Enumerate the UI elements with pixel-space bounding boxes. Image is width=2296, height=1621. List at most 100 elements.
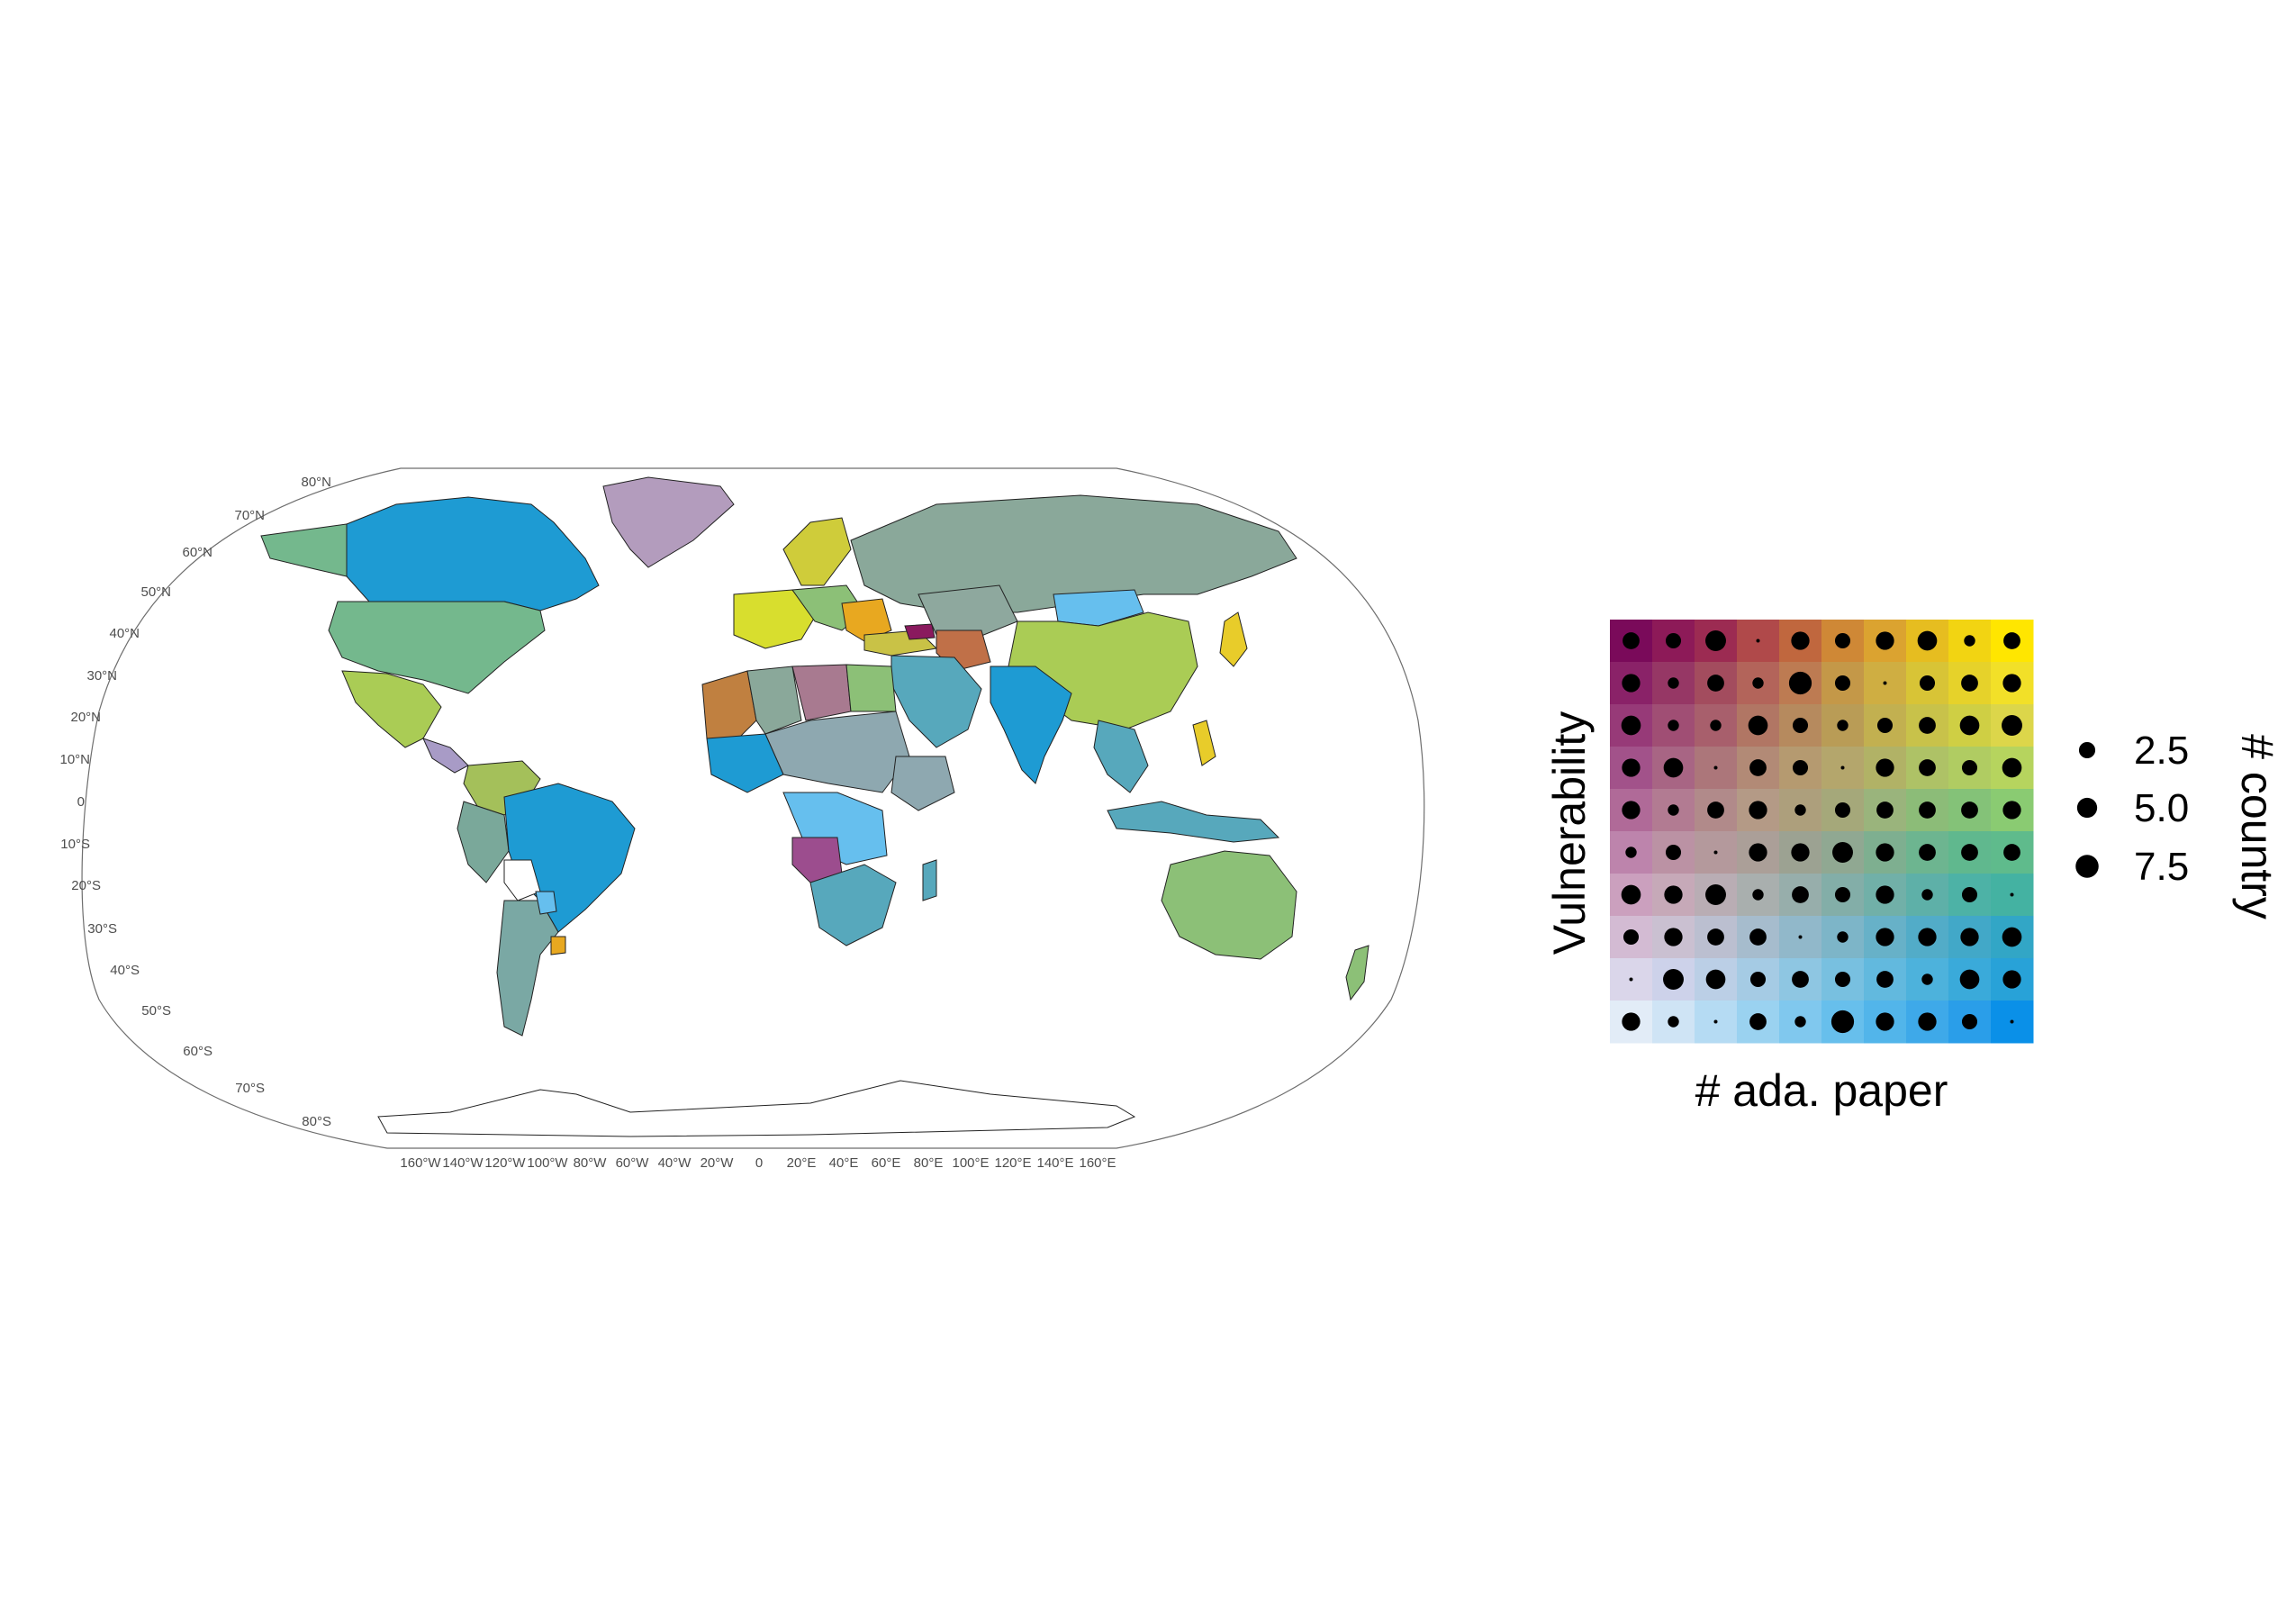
legend-dot: [1876, 801, 1894, 819]
legend-dot: [1794, 804, 1806, 816]
legend-dot: [1919, 675, 1936, 692]
latitude-label: 20°S: [71, 878, 101, 893]
legend-dot: [1794, 1016, 1806, 1028]
longitude-label: 60°W: [616, 1155, 650, 1171]
country-peru: [456, 801, 510, 883]
legend-dot: [1917, 630, 1938, 651]
legend-dot: [1668, 1016, 1679, 1028]
legend-dot: [1621, 715, 1641, 736]
longitude-label: 120°E: [994, 1155, 1031, 1171]
legend-dot: [1791, 631, 1810, 650]
legend-dot: [1832, 842, 1853, 863]
latitude-label: 80°N: [301, 475, 331, 490]
legend-dot: [1663, 969, 1684, 990]
longitude-label: 20°W: [701, 1155, 735, 1171]
legend-dot: [1665, 844, 1682, 861]
latitude-label: 60°N: [182, 545, 212, 560]
longitude-label: 100°E: [952, 1155, 989, 1171]
antarctica-outline: [377, 1080, 1136, 1137]
country-indonesia: [1107, 801, 1280, 843]
legend-dot: [1622, 758, 1641, 777]
legend-dot: [1749, 801, 1767, 820]
country-usa: [328, 601, 546, 694]
size-key-label: 5.0: [2134, 786, 2189, 830]
legend-dot: [2002, 927, 2022, 947]
latitude-label: 20°N: [70, 710, 101, 725]
x-axis-title: # ada. paper: [1695, 1065, 1948, 1116]
legend-dot: [2002, 757, 2022, 778]
country-australia: [1161, 850, 1297, 960]
size-key-label: 7.5: [2134, 845, 2189, 889]
longitude-label: 100°W: [527, 1155, 568, 1171]
legend-dot: [1961, 886, 1978, 903]
legend-dot: [1622, 801, 1641, 820]
legend-dot: [1623, 632, 1640, 649]
legend-dot: [1713, 1019, 1718, 1024]
legend-dot: [1705, 630, 1726, 651]
country-central-america: [422, 738, 469, 774]
latitude-label: 10°S: [60, 837, 90, 852]
legend-dot: [1705, 969, 1726, 990]
legend-dot: [1876, 971, 1894, 988]
size-key-dot: [2076, 797, 2098, 819]
country-greenland: [602, 476, 735, 568]
legend-dot: [1752, 889, 1764, 901]
country-uruguay: [550, 936, 566, 955]
legend-dot: [1625, 847, 1637, 858]
legend-dot: [1834, 675, 1851, 692]
latitude-label: 50°N: [140, 584, 171, 600]
legend-dot: [2003, 844, 2020, 861]
legend-dot: [1749, 759, 1767, 776]
legend-dot: [1876, 717, 1894, 734]
legend-dot: [1876, 1012, 1894, 1031]
legend-dot: [1664, 928, 1683, 946]
size-legend: 2.5 5.0 7.5: [2075, 729, 2189, 889]
legend-dot: [1918, 928, 1937, 946]
legend-dot: [1959, 715, 1980, 736]
country-new-zealand: [1345, 945, 1369, 1001]
legend-dot: [1792, 717, 1809, 734]
legend-dot: [1749, 971, 1767, 988]
legend-dot: [1792, 759, 1809, 776]
legend-dot: [1961, 844, 1978, 861]
legend-dot: [1749, 843, 1767, 862]
legend-dot: [2010, 892, 2014, 897]
legend-dot: [1840, 765, 1845, 770]
bivariate-legend: # ada. paper Vulnerability # country 2.5…: [1544, 620, 2282, 1116]
legend-dot: [1798, 935, 1803, 939]
legend-dot: [1749, 1013, 1767, 1030]
legend-dot: [1919, 801, 1936, 819]
country-scandinavia: [782, 517, 852, 586]
legend-dot: [1707, 801, 1724, 819]
legend-dot: [1749, 928, 1767, 946]
size-key-dot: [2075, 855, 2099, 878]
legend-dot: [1623, 928, 1640, 946]
legend-dot: [1622, 674, 1641, 693]
legend-dot: [1629, 977, 1633, 982]
legend-dot: [1961, 675, 1978, 692]
latitude-labels: 80°N 70°N 60°N 50°N 40°N 30°N 20°N 10°N 0 10°S 20°…: [59, 475, 331, 1129]
country-algeria: [746, 666, 802, 735]
legend-dot: [1668, 720, 1679, 731]
legend-dot: [1921, 974, 1933, 985]
legend-dot: [1748, 715, 1768, 736]
legend-dot: [2002, 801, 2021, 820]
country-japan: [1219, 611, 1248, 667]
legend-dot: [1752, 677, 1764, 689]
legend-dot: [1665, 632, 1682, 649]
legend-dot: [1663, 757, 1684, 778]
longitude-label: 20°E: [787, 1155, 817, 1171]
legend-dot: [1668, 677, 1679, 689]
legend-dot: [1876, 843, 1894, 862]
legend-dot: [1710, 720, 1722, 731]
longitude-label: 60°E: [872, 1155, 901, 1171]
latitude-label: 40°N: [109, 626, 140, 641]
longitude-label: 160°E: [1079, 1155, 1116, 1171]
longitude-label: 140°W: [442, 1155, 484, 1171]
legend-dot: [1834, 632, 1851, 649]
country-india: [990, 666, 1072, 784]
longitude-label: 80°E: [914, 1155, 944, 1171]
legend-dot: [2010, 1019, 2014, 1024]
legend-dot: [1918, 1012, 1937, 1031]
size-legend-title: # country: [2232, 734, 2282, 919]
